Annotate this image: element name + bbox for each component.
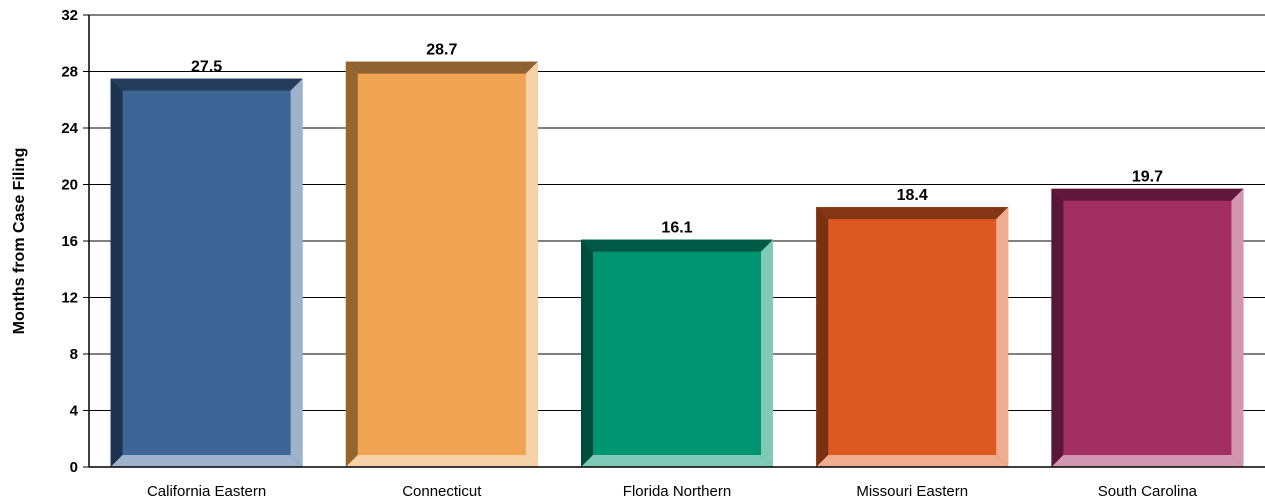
bar-group	[1051, 188, 1244, 468]
axes	[88, 15, 1265, 468]
bar-group	[345, 61, 538, 468]
bar-bevel-left	[345, 61, 358, 468]
x-tick-label: California Eastern	[147, 483, 266, 500]
x-tick-label: Missouri Eastern	[856, 483, 968, 500]
bar	[581, 239, 773, 467]
bar	[110, 78, 303, 467]
y-tick-label: 28	[61, 64, 78, 81]
bars	[110, 61, 1244, 468]
bar	[816, 207, 1009, 467]
y-tick-label: 20	[61, 177, 78, 194]
bar-bevel-left	[110, 78, 123, 467]
y-tick-label: 32	[61, 7, 78, 24]
bar-bevel-bottom	[581, 455, 773, 467]
y-tick-labels: 0 4 8 12 16 20 24 28 32	[61, 7, 78, 476]
bar-bevel-right	[761, 239, 773, 467]
bar-bevel-top	[110, 78, 303, 91]
bar-bevel-right	[1231, 188, 1244, 468]
y-tick-label: 4	[70, 403, 79, 420]
y-tick-label: 24	[61, 120, 78, 137]
data-label: 19.7	[1132, 169, 1163, 186]
x-tick-label: South Carolina	[1098, 483, 1198, 500]
bar-group	[581, 239, 773, 467]
x-tick-label: Florida Northern	[623, 483, 731, 500]
bar-bevel-right	[290, 78, 303, 467]
y-tick-label: 12	[61, 290, 78, 307]
bar	[345, 61, 538, 468]
bar	[1051, 188, 1244, 468]
bar-bevel-top	[345, 61, 538, 74]
y-tick-label: 0	[70, 459, 78, 476]
data-label: 16.1	[661, 220, 692, 237]
bar-bevel-top	[816, 207, 1009, 220]
bar-bevel-bottom	[110, 455, 303, 467]
bar-bevel-right	[996, 207, 1009, 467]
bar-group	[816, 207, 1009, 467]
bar-bevel-left	[816, 207, 829, 467]
bar-bevel-bottom	[345, 455, 538, 467]
bar-bevel-left	[1051, 188, 1064, 468]
bar-bevel-right	[525, 61, 538, 468]
y-tick-label: 8	[70, 346, 78, 363]
x-tick-label: Connecticut	[402, 483, 482, 500]
bar-bevel-top	[1051, 188, 1244, 201]
data-labels: 27.5 28.7 16.1 18.4 19.7	[191, 42, 1163, 237]
y-axis-title: Months from Case Filing	[11, 148, 28, 335]
data-label: 28.7	[426, 42, 457, 59]
bar-bevel-bottom	[816, 455, 1009, 467]
y-tick-label: 16	[61, 233, 78, 250]
bar-bevel-top	[581, 239, 773, 252]
x-category-labels: California Eastern Connecticut Florida Nor…	[147, 483, 1198, 500]
data-label: 27.5	[191, 59, 222, 76]
bar-group	[110, 78, 303, 467]
data-label: 18.4	[897, 187, 928, 204]
bar-bevel-left	[581, 239, 593, 467]
bar-bevel-bottom	[1051, 455, 1244, 467]
